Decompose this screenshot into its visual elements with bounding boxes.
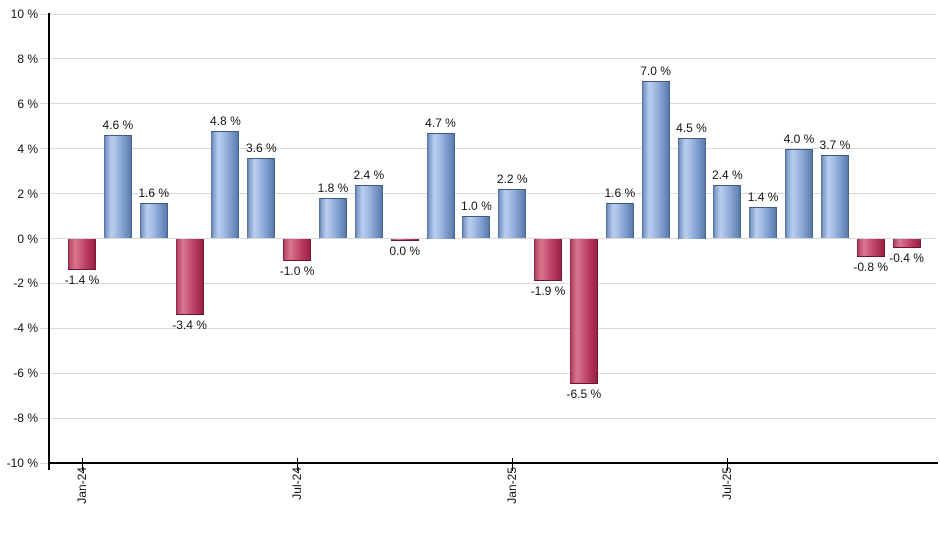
- bar-value-label: 4.5 %: [676, 120, 707, 135]
- bar-value-label: -1.0 %: [279, 263, 315, 278]
- gridline: [40, 238, 936, 239]
- bar-value-label: 1.8 %: [317, 181, 349, 196]
- bar: [569, 238, 598, 385]
- x-tick-label: Jul-25: [720, 467, 735, 500]
- bar-value-label: 4.8 %: [210, 113, 241, 128]
- bar-value-label: 1.6 %: [138, 185, 170, 200]
- bar: [139, 202, 168, 239]
- bar: [534, 238, 562, 282]
- bar: [856, 238, 885, 257]
- y-tick-label: -6 %: [13, 366, 38, 381]
- x-tick-mark: [726, 458, 728, 471]
- y-axis-line: [48, 13, 50, 470]
- bar-value-label: -6.5 %: [566, 387, 602, 402]
- bar-value-label: 2.4 %: [353, 167, 385, 182]
- bar: [605, 202, 634, 239]
- y-tick-label: 4 %: [17, 141, 38, 156]
- bar: [354, 184, 383, 239]
- bar: [211, 130, 240, 239]
- bar-value-label: 4.6 %: [102, 118, 134, 133]
- y-tick-label: 0 %: [17, 231, 38, 246]
- x-tick-label: Jan-25: [505, 467, 520, 504]
- gridline: [40, 327, 936, 329]
- x-axis-line: [48, 462, 938, 464]
- gridline: [40, 13, 936, 15]
- bar: [462, 216, 491, 239]
- bar: [68, 238, 96, 270]
- gridline: [40, 193, 936, 195]
- bar: [283, 238, 312, 261]
- x-tick-label: Jul-24: [290, 467, 305, 500]
- bar: [749, 207, 778, 239]
- y-tick-label: 10 %: [10, 7, 38, 21]
- bar-value-label: -0.8 %: [853, 259, 889, 274]
- y-tick-label: 8 %: [17, 51, 38, 66]
- gridline: [40, 148, 936, 150]
- bar: [390, 238, 419, 241]
- bar-value-label: 3.7 %: [819, 138, 851, 153]
- bar-value-label: 4.7 %: [425, 116, 456, 130]
- y-tick-label: -10 %: [6, 456, 38, 470]
- bar-value-label: 0.0 %: [389, 243, 421, 258]
- bar-value-label: 4.0 %: [783, 131, 815, 146]
- bar-value-label: 1.4 %: [747, 190, 779, 205]
- bar: [892, 238, 921, 248]
- x-tick-mark: [81, 458, 83, 471]
- gridline: [40, 372, 936, 374]
- bar: [175, 238, 204, 315]
- x-tick-label: Jan-24: [75, 467, 89, 504]
- y-tick-label: -8 %: [13, 411, 38, 426]
- y-tick-label: 6 %: [17, 96, 38, 111]
- bar: [426, 133, 455, 239]
- x-tick-mark: [511, 458, 513, 471]
- x-tick-mark: [296, 458, 298, 471]
- bar-value-label: 2.4 %: [711, 167, 743, 182]
- bar: [820, 155, 849, 239]
- bar-value-label: 3.6 %: [245, 140, 277, 155]
- bar-value-label: 1.0 %: [461, 199, 492, 214]
- gridline: [40, 58, 936, 60]
- bar: [713, 184, 742, 239]
- gridline: [40, 417, 936, 419]
- y-tick-label: -2 %: [13, 276, 38, 291]
- bar: [677, 137, 706, 239]
- bar: [247, 157, 276, 239]
- bar-value-label: 7.0 %: [640, 64, 671, 79]
- bar: [785, 148, 813, 239]
- gridline: [40, 282, 936, 284]
- bar: [103, 135, 132, 239]
- y-tick-label: 2 %: [17, 186, 38, 201]
- bar-value-label: -3.4 %: [172, 317, 207, 332]
- bar: [498, 189, 527, 239]
- bar: [319, 198, 347, 239]
- bar-value-label: -1.9 %: [530, 284, 566, 299]
- bar-value-label: 2.2 %: [496, 172, 528, 187]
- bar-value-label: 1.6 %: [604, 185, 636, 200]
- bar-value-label: -0.4 %: [889, 250, 924, 265]
- y-tick-label: -4 %: [13, 321, 38, 336]
- gridline: [40, 103, 936, 105]
- bar: [641, 81, 670, 239]
- bar-value-label: -1.4 %: [64, 272, 100, 287]
